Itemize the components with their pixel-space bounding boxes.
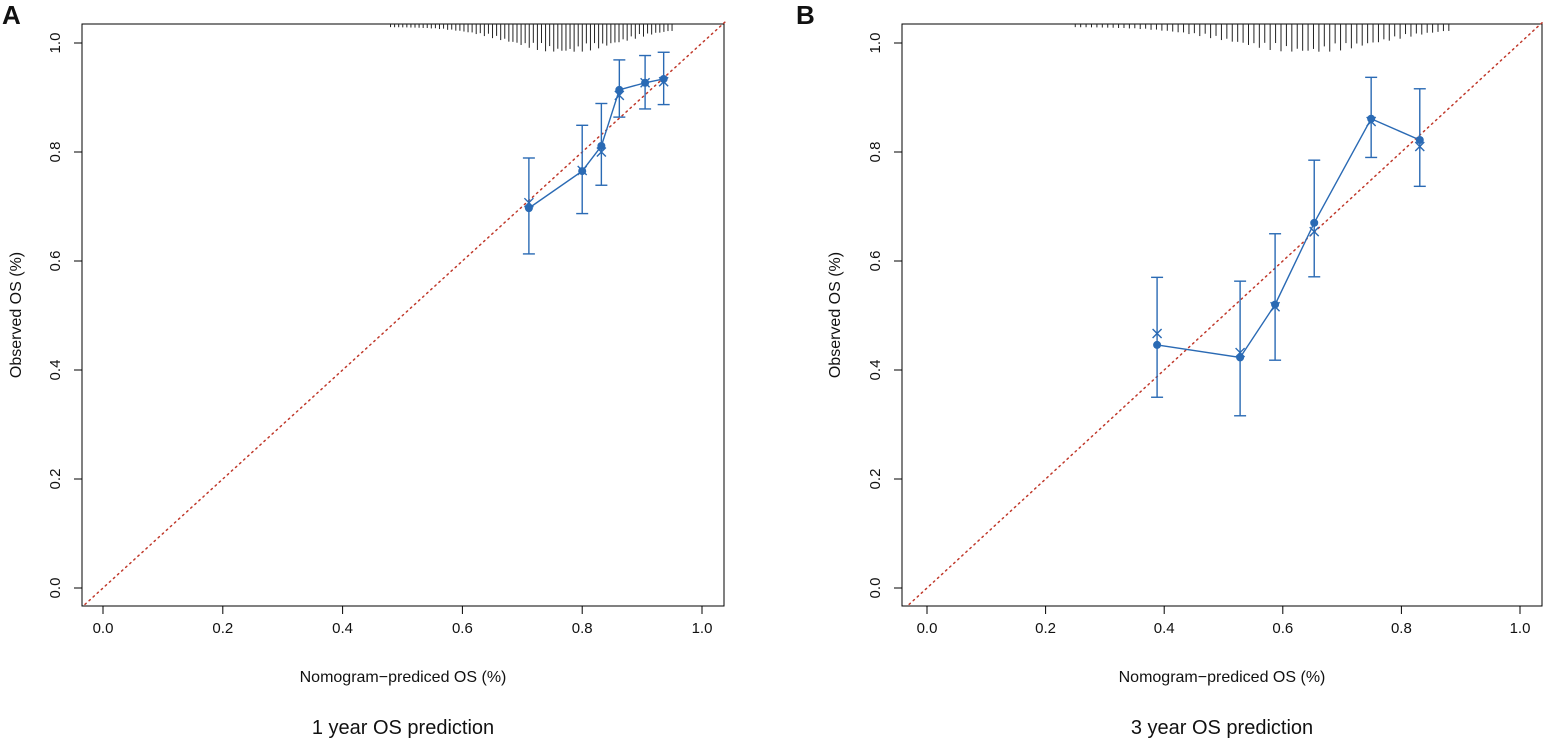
x-axis: 0.0 0.2 0.4 0.6 0.8 1.0 — [917, 606, 1531, 637]
data-point — [615, 85, 624, 94]
calibration-line — [1156, 117, 1421, 359]
data-point — [1271, 300, 1280, 309]
data-marks — [908, 20, 1544, 606]
x-axis: 0.0 0.2 0.4 0.6 0.8 1.0 — [93, 606, 713, 637]
x-tick-label: 0.4 — [332, 620, 353, 637]
y-tick-label: 0.2 — [47, 469, 64, 490]
y-tick-label: 0.8 — [867, 142, 884, 163]
data-point — [597, 142, 606, 151]
data-point — [1310, 218, 1319, 227]
data-point — [1236, 353, 1245, 362]
x-axis-title: Nomogram−prediced OS (%) — [1119, 669, 1326, 686]
y-tick-label: 1.0 — [867, 33, 884, 54]
panel-label: B — [796, 0, 815, 30]
plot-frame — [901, 23, 1543, 607]
data-point — [524, 204, 533, 213]
panel-label: A — [2, 0, 21, 30]
data-point — [578, 167, 587, 176]
x-marker — [1309, 226, 1320, 237]
x-marker — [1414, 141, 1425, 152]
x-tick-label: 0.8 — [1391, 620, 1412, 637]
x-tick-label: 0.4 — [1154, 620, 1175, 637]
y-tick-label: 1.0 — [47, 33, 64, 54]
y-axis-title: Observed OS (%) — [8, 252, 25, 378]
x-tick-label: 1.0 — [1510, 620, 1531, 637]
y-tick-label: 0.0 — [867, 578, 884, 599]
panel-b: B Nomogram−prediced OS (%) Observed OS (… — [796, 0, 1544, 739]
y-tick-label: 0.6 — [867, 251, 884, 272]
x-tick-label: 0.8 — [572, 620, 593, 637]
panel-caption: 1 year OS prediction — [312, 717, 494, 739]
data-point — [1415, 136, 1424, 145]
y-axis: 0.0 0.2 0.4 0.6 0.8 1.0 — [47, 33, 82, 599]
y-tick-label: 0.4 — [867, 360, 884, 381]
y-axis: 0.0 0.2 0.4 0.6 0.8 1.0 — [867, 33, 902, 599]
panel-a: A Nomogram−prediced OS (%) Observed OS (… — [2, 0, 727, 739]
x-axis-title: Nomogram−prediced OS (%) — [300, 669, 507, 686]
data-point — [659, 74, 668, 83]
x-tick-label: 0.2 — [212, 620, 233, 637]
y-tick-label: 0.6 — [47, 251, 64, 272]
y-tick-label: 0.2 — [867, 469, 884, 490]
data-point — [1367, 114, 1376, 123]
reference-diagonal — [84, 20, 727, 606]
x-marker — [1152, 328, 1163, 339]
x-tick-label: 0.6 — [452, 620, 473, 637]
calibration-line — [528, 78, 664, 209]
y-tick-label: 0.4 — [47, 360, 64, 381]
x-tick-label: 0.0 — [917, 620, 938, 637]
x-tick-label: 1.0 — [692, 620, 713, 637]
data-marks — [84, 20, 727, 606]
rug-marks — [1074, 24, 1450, 52]
y-tick-label: 0.0 — [47, 578, 64, 599]
data-point — [1153, 340, 1162, 349]
x-marker — [596, 147, 607, 157]
x-tick-label: 0.0 — [93, 620, 114, 637]
data-point — [641, 78, 650, 87]
x-tick-label: 0.6 — [1272, 620, 1293, 637]
rug-marks — [390, 24, 673, 52]
panel-caption: 3 year OS prediction — [1131, 717, 1313, 739]
y-tick-label: 0.8 — [47, 142, 64, 163]
reference-diagonal — [908, 20, 1544, 606]
x-tick-label: 0.2 — [1035, 620, 1056, 637]
y-axis-title: Observed OS (%) — [827, 252, 844, 378]
